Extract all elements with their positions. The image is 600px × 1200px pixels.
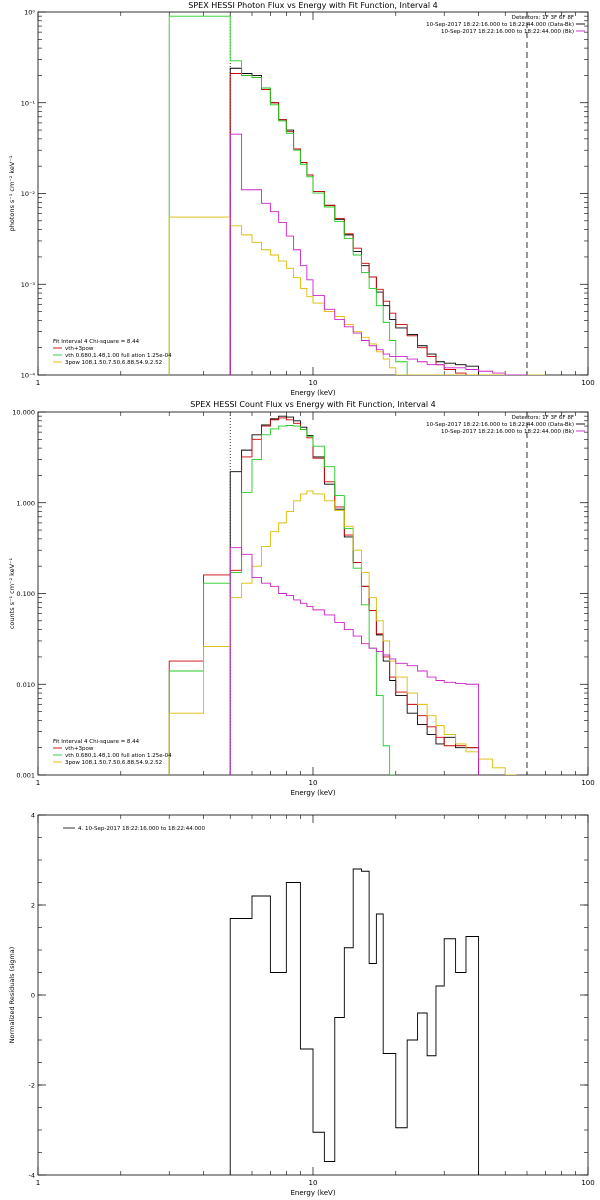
y-axis-label: Normalized Residuals (sigma) — [8, 947, 16, 1044]
series-5-line — [229, 133, 527, 375]
legend-entry: vth 0.680,1.48,1.00 full ation 1.25e-04 — [65, 353, 172, 359]
x-tick-label: 10 — [309, 779, 318, 787]
y-tick-label: 10⁻³ — [21, 281, 36, 289]
plot-area — [168, 12, 546, 375]
series-1-line — [229, 868, 480, 1175]
legend-entry: 10-Sep-2017 18:22:16.000 to 18:22:44.000… — [441, 429, 574, 435]
legend-entry: vth+3pow — [65, 346, 94, 352]
series-3-line — [168, 15, 418, 375]
y-tick-label: 10⁻¹ — [21, 99, 36, 107]
y-tick-label: 2 — [31, 902, 35, 910]
y-tick-label: 10.000 — [12, 409, 35, 417]
series-5-line — [229, 547, 480, 775]
series-4-line — [168, 490, 517, 775]
x-tick-label: 1 — [36, 379, 40, 387]
y-tick-label: 0.001 — [16, 772, 35, 780]
plot-area — [168, 412, 528, 775]
y-tick-label: 10⁻² — [21, 190, 36, 198]
legend-entry: vth+3pow — [65, 746, 94, 752]
legend-entry: 4. 10-Sep-2017 18:22:16.000 to 18:22:44.… — [78, 826, 205, 832]
series-3-line — [168, 425, 396, 775]
legend-entry: 10-Sep-2017 18:22:16.000 to 18:22:44.000… — [441, 29, 574, 35]
x-tick-label: 1 — [36, 779, 40, 787]
legend-entry: Detectors: 1F 3F 6F 8F — [512, 415, 574, 421]
legend-entry: 3pow 108,1.50,7.50,6.88,54.9,2.52 — [65, 360, 162, 366]
series-2-line — [168, 417, 480, 775]
y-tick-label: 10⁻⁴ — [21, 372, 36, 380]
x-axis-label: Energy (keV) — [290, 789, 335, 797]
y-tick-label: 10⁰ — [24, 9, 35, 17]
plot-area — [229, 868, 480, 1175]
legend-entry: 3pow 108,1.50,7.50,6.88,54.9,2.52 — [65, 760, 162, 766]
y-tick-label: 0.100 — [16, 590, 35, 598]
series-2-line — [229, 73, 479, 375]
x-axis-label: Energy (keV) — [290, 389, 335, 397]
legend-entry: 10-Sep-2017 18:22:16.000 to 18:22:44.000… — [426, 422, 574, 428]
plot-frame — [37, 411, 589, 776]
y-tick-label: 1.000 — [16, 499, 35, 507]
chart-3: 1 10 100 Energy (keV) -4 -2 0 2 4 Normalized Resi… — [8, 812, 595, 1198]
x-tick-label: 10 — [309, 379, 318, 387]
x-tick-label: 1 — [36, 1179, 40, 1187]
y-tick-label: 0 — [31, 992, 35, 1000]
y-tick-label: -4 — [29, 1172, 35, 1180]
y-tick-label: 0.010 — [16, 681, 35, 689]
legend-entry: Detectors: 1F 3F 6F 8F — [512, 15, 574, 21]
series-4-line — [168, 216, 546, 375]
series-1-line — [229, 415, 480, 775]
x-tick-label: 100 — [581, 379, 594, 387]
chart-title: SPEX HESSI Count Flux vs Energy with Fit… — [190, 400, 435, 409]
x-tick-label: 10 — [309, 1179, 318, 1187]
legend-entry: 10-Sep-2017 18:22:16.000 to 18:22:44.000… — [426, 22, 574, 28]
y-axis-label: counts s⁻¹ cm⁻² keV⁻¹ — [8, 557, 16, 629]
legend-entry: vth 0.680,1.48,1.00 full ation 1.25e-04 — [65, 753, 172, 759]
x-tick-label: 100 — [581, 1179, 594, 1187]
chart-2: SPEX HESSI Count Flux vs Energy with Fit… — [8, 400, 595, 797]
y-tick-label: 4 — [31, 812, 35, 820]
series-1-line — [229, 67, 480, 375]
y-tick-label: -2 — [29, 1082, 35, 1090]
chart-title: SPEX HESSI Photon Flux vs Energy with Fi… — [188, 1, 438, 10]
x-axis-label: Energy (keV) — [290, 1189, 335, 1197]
x-tick-label: 100 — [581, 779, 594, 787]
legend-entry: Fit Interval 4 Chi-square = 8.44 — [53, 739, 140, 745]
legend-entry: Fit Interval 4 Chi-square = 8.44 — [53, 339, 140, 345]
chart-1: SPEX HESSI Photon Flux vs Energy with Fi… — [8, 1, 595, 397]
y-axis-label: photons s⁻¹ cm⁻² keV⁻¹ — [8, 155, 16, 231]
